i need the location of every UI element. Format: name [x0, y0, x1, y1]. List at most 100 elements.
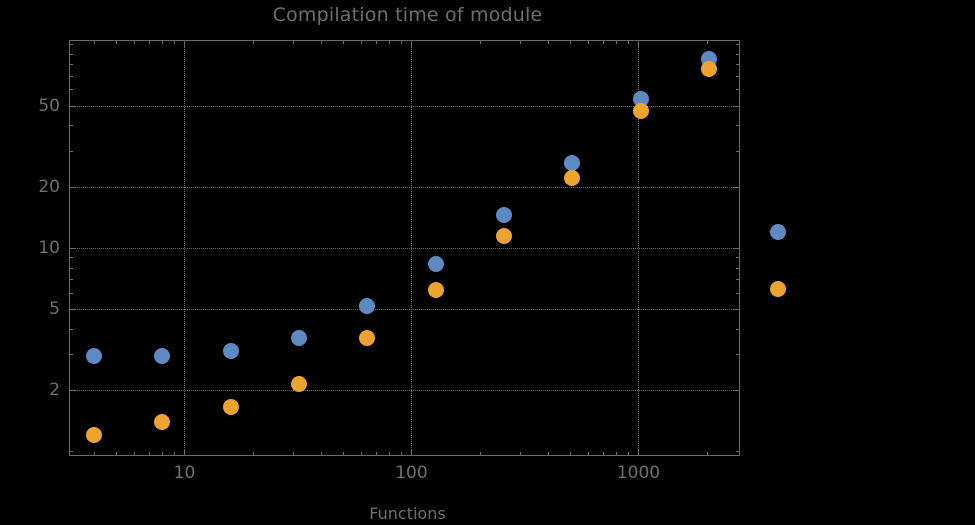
y-tick [736, 75, 740, 77]
x-tick [411, 449, 413, 456]
gridline-horizontal [69, 105, 740, 107]
x-tick [184, 449, 186, 456]
x-tick [570, 40, 572, 44]
y-tick [69, 390, 76, 392]
gridline-horizontal [69, 247, 740, 249]
data-point [701, 60, 718, 77]
x-tick [361, 40, 363, 44]
y-tick [736, 64, 740, 66]
x-tick-label: 1000 [616, 463, 661, 483]
y-tick-label: 50 [38, 95, 60, 116]
x-tick [628, 40, 630, 44]
x-tick [401, 40, 403, 44]
x-axis-label: Functions [369, 504, 446, 523]
data-point [154, 413, 171, 430]
x-tick [479, 452, 481, 456]
y-tick [736, 89, 740, 91]
data-point [496, 207, 513, 224]
y-tick [69, 125, 73, 127]
x-tick [376, 40, 378, 44]
x-tick [638, 40, 640, 47]
data-point [291, 330, 308, 347]
x-tick [706, 452, 708, 456]
y-tick [69, 105, 76, 107]
y-tick [736, 328, 740, 330]
data-point [769, 280, 786, 297]
y-tick [69, 279, 73, 281]
data-point [86, 427, 103, 444]
x-tick [519, 40, 521, 44]
x-tick [519, 452, 521, 456]
y-tick [69, 247, 76, 249]
x-tick [706, 40, 708, 44]
y-tick [736, 354, 740, 356]
x-tick [548, 452, 550, 456]
y-tick-label: 2 [49, 380, 60, 401]
x-tick [292, 452, 294, 456]
data-point [427, 282, 444, 299]
x-tick-label: 100 [395, 463, 428, 483]
gridline-vertical [411, 40, 413, 456]
x-tick [94, 452, 96, 456]
x-tick [174, 40, 176, 44]
x-tick-label: 10 [173, 463, 196, 483]
x-axis-tick-labels: 10 100 1000 [69, 463, 740, 487]
data-point [291, 375, 308, 392]
y-tick [69, 328, 73, 330]
data-point [564, 155, 581, 172]
x-tick [162, 452, 164, 456]
chart-title: Compilation time of module [272, 4, 543, 26]
x-tick [134, 40, 136, 44]
data-point [769, 223, 786, 240]
y-tick [736, 279, 740, 281]
x-tick [570, 452, 572, 456]
x-tick [603, 452, 605, 456]
x-tick [616, 452, 618, 456]
x-tick [134, 452, 136, 456]
data-point [86, 347, 103, 364]
gridline-vertical [184, 40, 186, 456]
y-tick [736, 267, 740, 269]
y-tick [69, 309, 76, 311]
x-tick [343, 452, 345, 456]
data-point [222, 343, 239, 360]
gridline-vertical [638, 40, 640, 456]
data-point [154, 347, 171, 364]
y-tick [736, 53, 740, 55]
y-tick-label: 10 [38, 237, 60, 258]
gridline-horizontal [69, 309, 740, 311]
data-point [632, 90, 649, 107]
x-tick [292, 40, 294, 44]
x-tick [94, 40, 96, 44]
x-tick [321, 40, 323, 44]
y-tick [69, 64, 73, 66]
x-tick [149, 40, 151, 44]
y-tick [69, 53, 73, 55]
plot-area [69, 40, 740, 456]
data-point [222, 399, 239, 416]
y-tick [69, 89, 73, 91]
data-point [632, 103, 649, 120]
x-tick [252, 452, 254, 456]
x-tick [616, 40, 618, 44]
gridline-horizontal [69, 186, 740, 188]
x-tick [252, 40, 254, 44]
data-point [564, 170, 581, 187]
y-tick [733, 247, 740, 249]
y-tick [69, 354, 73, 356]
x-tick [588, 452, 590, 456]
data-point [427, 256, 444, 273]
y-tick [69, 186, 76, 188]
y-axis-tick-labels: 2 5 10 20 50 [0, 40, 60, 456]
y-tick [69, 150, 73, 152]
x-tick [588, 40, 590, 44]
y-tick [736, 44, 740, 46]
x-tick [162, 40, 164, 44]
x-tick [479, 40, 481, 44]
x-tick [116, 452, 118, 456]
x-tick [389, 40, 391, 44]
y-tick [736, 125, 740, 127]
y-tick [736, 150, 740, 152]
data-point [359, 297, 376, 314]
